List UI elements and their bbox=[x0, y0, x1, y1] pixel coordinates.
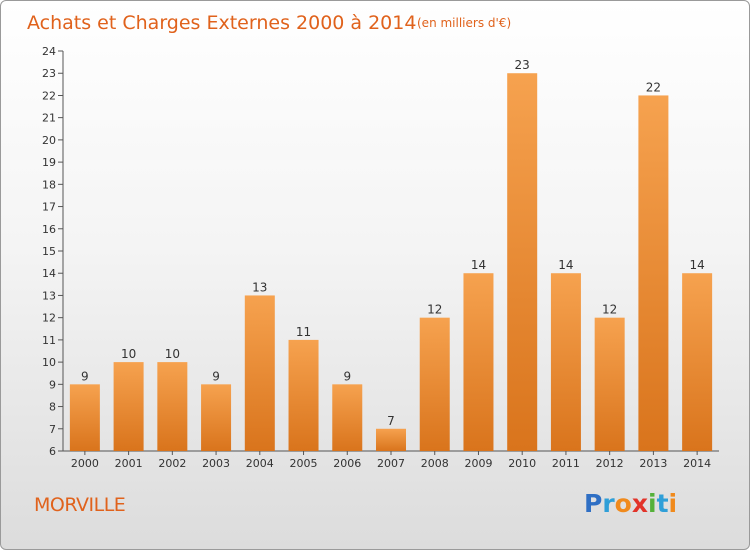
bar bbox=[376, 428, 406, 451]
bar bbox=[507, 73, 538, 451]
x-tick-label: 2008 bbox=[421, 457, 449, 470]
y-tick-label: 21 bbox=[42, 112, 56, 125]
x-tick-label: 2007 bbox=[377, 457, 405, 470]
logo-letter: t bbox=[656, 489, 669, 518]
y-tick-label: 6 bbox=[49, 445, 56, 458]
x-tick-label: 2004 bbox=[246, 457, 274, 470]
chart-subtitle: (en milliers d'€) bbox=[417, 16, 511, 30]
bar-value-label: 13 bbox=[252, 280, 267, 294]
x-tick-label: 2012 bbox=[596, 457, 624, 470]
bar bbox=[550, 273, 581, 451]
y-tick-label: 24 bbox=[42, 45, 56, 58]
x-tick-label: 2002 bbox=[158, 457, 186, 470]
y-tick-label: 8 bbox=[49, 401, 56, 414]
y-tick-label: 9 bbox=[49, 378, 56, 391]
bar bbox=[638, 95, 669, 451]
bar-value-label: 9 bbox=[212, 369, 220, 383]
y-tick-label: 23 bbox=[42, 67, 56, 80]
y-tick-label: 10 bbox=[42, 356, 56, 369]
y-tick-label: 22 bbox=[42, 89, 56, 102]
logo-letter: r bbox=[602, 489, 615, 518]
bar-value-label: 11 bbox=[296, 325, 311, 339]
y-tick-label: 14 bbox=[42, 267, 56, 280]
bar bbox=[594, 317, 625, 451]
y-tick-label: 18 bbox=[42, 178, 56, 191]
x-tick-label: 2006 bbox=[333, 457, 361, 470]
bar bbox=[113, 362, 144, 451]
logo-letter: o bbox=[614, 489, 632, 518]
x-tick-label: 2000 bbox=[71, 457, 99, 470]
y-tick-label: 7 bbox=[49, 423, 56, 436]
x-tick-label: 2001 bbox=[115, 457, 143, 470]
y-tick-label: 12 bbox=[42, 312, 56, 325]
bar bbox=[288, 339, 319, 451]
bar bbox=[419, 317, 450, 451]
y-tick-label: 17 bbox=[42, 201, 56, 214]
y-tick-label: 13 bbox=[42, 289, 56, 302]
x-tick-label: 2003 bbox=[202, 457, 230, 470]
proxiti-logo[interactable]: Proxiti bbox=[584, 489, 677, 518]
logo-letter: P bbox=[584, 489, 603, 518]
bar-value-label: 12 bbox=[602, 303, 617, 317]
y-tick-label: 15 bbox=[42, 245, 56, 258]
y-tick-label: 11 bbox=[42, 334, 56, 347]
x-tick-label: 2011 bbox=[552, 457, 580, 470]
bar-value-label: 12 bbox=[427, 303, 442, 317]
axes: 6 7 8 9 10 11 12 13 14 15 16 17 18 19 20 21 22 23 24 2000 20… bbox=[42, 45, 719, 470]
bar bbox=[682, 273, 713, 451]
y-tick-label: 16 bbox=[42, 223, 56, 236]
bar-value-label: 22 bbox=[646, 80, 661, 94]
bar-value-label: 14 bbox=[689, 258, 704, 272]
bar bbox=[201, 384, 232, 451]
y-tick-label: 19 bbox=[42, 156, 56, 169]
location-label: MORVILLE bbox=[34, 494, 126, 516]
x-tick-label: 2010 bbox=[508, 457, 536, 470]
bar bbox=[244, 295, 275, 451]
x-tick-label: 2014 bbox=[683, 457, 711, 470]
bar-value-label: 23 bbox=[515, 58, 530, 72]
bar bbox=[69, 384, 100, 451]
bar-value-label: 14 bbox=[471, 258, 486, 272]
y-tick-label: 20 bbox=[42, 134, 56, 147]
bar bbox=[332, 384, 363, 451]
logo-letter: x bbox=[631, 489, 648, 518]
chart-title: Achats et Charges Externes 2000 à 2014 bbox=[27, 12, 416, 34]
x-tick-label: 2009 bbox=[464, 457, 492, 470]
x-tick-label: 2005 bbox=[290, 457, 318, 470]
bar-value-label: 9 bbox=[81, 369, 89, 383]
bar-value-label: 14 bbox=[558, 258, 573, 272]
bar bbox=[157, 362, 188, 451]
logo-letter: i bbox=[648, 489, 657, 518]
bar bbox=[463, 273, 494, 451]
x-tick-label: 2013 bbox=[639, 457, 667, 470]
bar-value-label: 10 bbox=[165, 347, 180, 361]
logo-letter: i bbox=[668, 489, 678, 518]
bar-value-label: 10 bbox=[121, 347, 136, 361]
bar-value-label: 9 bbox=[343, 369, 351, 383]
bar-value-label: 7 bbox=[387, 414, 395, 428]
bars: 9 10 10 9 13 11 9 7 12 14 23 14 12 22 14 bbox=[69, 58, 713, 451]
